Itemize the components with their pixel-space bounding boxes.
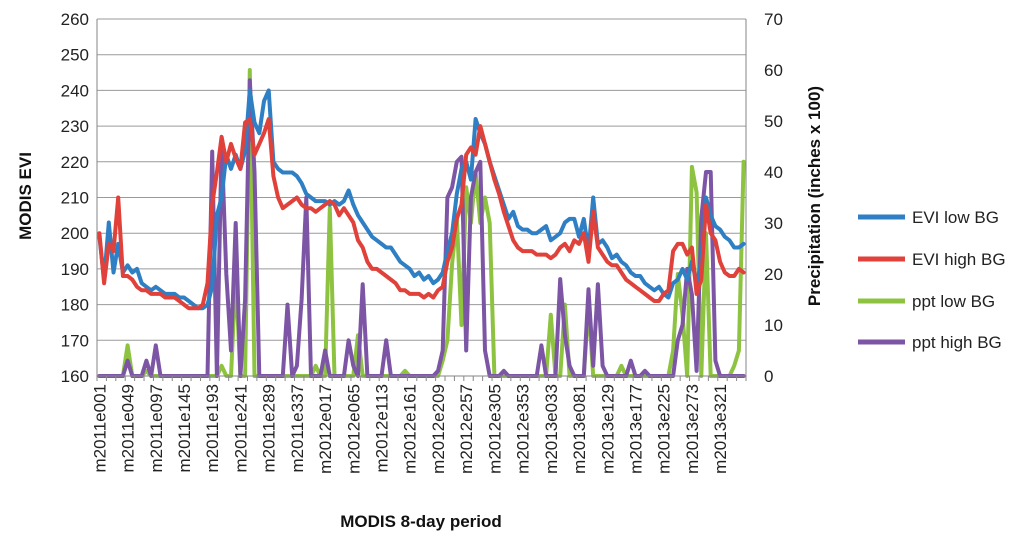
y-tick-label: 180	[61, 296, 89, 315]
x-tick-label: m2013e033	[542, 384, 561, 474]
x-tick-label: m2012e257	[457, 384, 476, 474]
x-tick-label: m2011e337	[288, 384, 307, 473]
x-tick-label: m2013e129	[598, 384, 617, 474]
series-line-ppt-high-bg	[97, 78, 746, 378]
y-tick-label: 170	[61, 331, 89, 350]
series-line-ppt-low-bg	[97, 68, 746, 378]
x-tick-label: m2012e161	[401, 384, 420, 474]
y2-tick-label: 20	[764, 265, 783, 284]
y-tick-label: 230	[61, 117, 89, 136]
y-tick-label: 220	[61, 153, 89, 172]
y2-tick-label: 40	[764, 163, 783, 182]
y-tick-label: 160	[61, 367, 89, 386]
y2-tick-label: 50	[764, 112, 783, 131]
y2-axis-title: Precipitation (inches x 100)	[805, 86, 824, 306]
y-tick-label: 240	[61, 81, 89, 100]
axes	[96, 19, 747, 381]
legend-label-ppt-high-bg: ppt high BG	[912, 333, 1002, 352]
series-layer	[97, 68, 746, 378]
x-tick-label: m2012e353	[514, 384, 533, 474]
x-tick-label: m2012e209	[429, 384, 448, 474]
legend-label-ppt-low-bg: ppt low BG	[912, 292, 995, 311]
y-axis-title: MODIS EVI	[16, 152, 35, 240]
x-tick-label: m2012e113	[373, 384, 392, 473]
x-tick-label: m2011e001	[90, 384, 109, 473]
y-tick-label: 210	[61, 189, 89, 208]
x-tick-label: m2013e177	[626, 384, 645, 474]
legend-label-evi-low-bg: EVI low BG	[912, 208, 999, 227]
x-tick-label: m2011e145	[175, 384, 194, 473]
legend-label-evi-high-bg: EVI high BG	[912, 250, 1006, 269]
x-tick-label: m2013e081	[570, 384, 589, 474]
gridlines	[97, 18, 746, 377]
x-tick-label: m2011e049	[119, 384, 138, 473]
x-tick-label: m2011e193	[203, 384, 222, 473]
x-tick-label: m2011e097	[147, 384, 166, 473]
y-tick-label: 260	[61, 10, 89, 29]
y2-tick-label: 30	[764, 214, 783, 233]
x-axis-title: MODIS 8-day period	[340, 512, 502, 531]
y-tick-label: 200	[61, 224, 89, 243]
tick-labels: 160 170 180 190 200 210 220 230 240 250 260 0 10 20 30…	[61, 10, 783, 474]
x-tick-label: m2012e017	[316, 384, 335, 474]
y2-tick-label: 10	[764, 316, 783, 335]
x-tick-label: m2012e305	[485, 384, 504, 474]
x-tick-label: m2011e241	[231, 384, 250, 473]
x-tick-label: m2012e065	[344, 384, 363, 474]
x-tick-label: m2011e289	[260, 384, 279, 473]
y2-tick-label: 70	[764, 10, 783, 29]
y-tick-label: 190	[61, 260, 89, 279]
x-tick-label: m2013e273	[683, 384, 702, 474]
x-tick-label: m2013e225	[655, 384, 674, 474]
x-tick-label: m2013e321	[711, 384, 730, 474]
legend: EVI low BG EVI high BG ppt low BG ppt high …	[858, 208, 1006, 352]
y2-tick-label: 0	[764, 367, 773, 386]
y-tick-label: 250	[61, 46, 89, 65]
series-line-evi-high-bg	[97, 117, 746, 311]
series-line-evi-low-bg	[97, 88, 746, 311]
y2-tick-label: 60	[764, 61, 783, 80]
